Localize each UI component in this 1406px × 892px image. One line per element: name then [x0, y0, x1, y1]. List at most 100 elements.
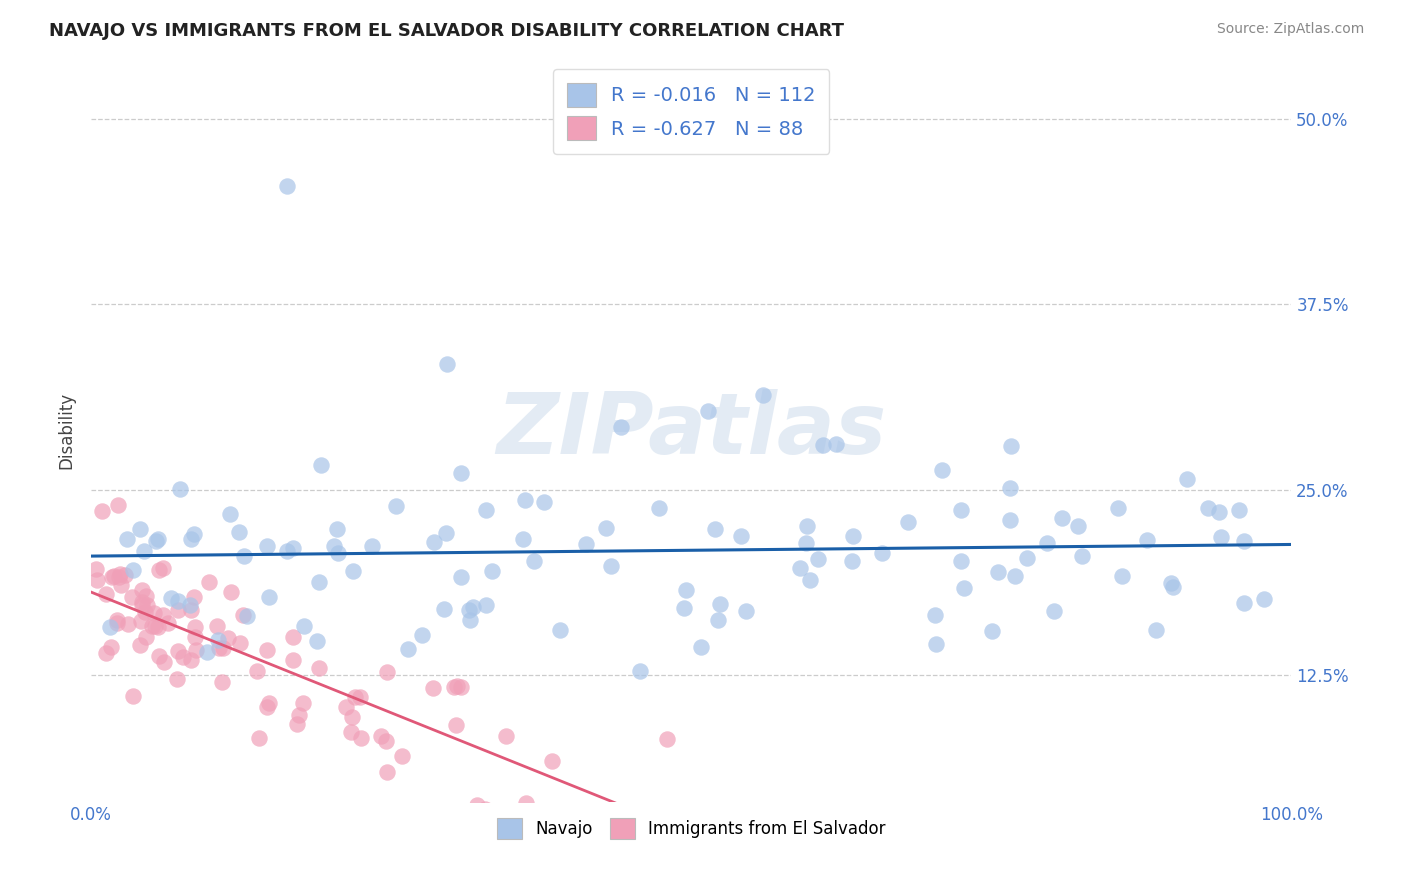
Point	[512, 532, 534, 546]
Point	[184, 620, 207, 634]
Point	[675, 583, 697, 598]
Point	[1000, 481, 1022, 495]
Point	[153, 655, 176, 669]
Point	[221, 584, 243, 599]
Y-axis label: Disability: Disability	[58, 392, 75, 469]
Point	[84, 562, 107, 576]
Point	[690, 640, 713, 654]
Point	[411, 628, 433, 642]
Point	[1035, 536, 1057, 550]
Point	[285, 716, 308, 731]
Point	[183, 590, 205, 604]
Point	[135, 589, 157, 603]
Point	[465, 797, 488, 812]
Point	[148, 648, 170, 663]
Point	[1227, 502, 1250, 516]
Point	[1253, 592, 1275, 607]
Point	[796, 536, 818, 550]
Point	[281, 630, 304, 644]
Point	[167, 594, 190, 608]
Point	[1004, 569, 1026, 583]
Point	[107, 498, 129, 512]
Point	[207, 632, 229, 647]
Text: Source: ZipAtlas.com: Source: ZipAtlas.com	[1216, 22, 1364, 37]
Point	[131, 595, 153, 609]
Point	[246, 664, 269, 678]
Point	[841, 554, 863, 568]
Point	[122, 563, 145, 577]
Point	[117, 532, 139, 546]
Point	[575, 537, 598, 551]
Point	[96, 587, 118, 601]
Point	[450, 467, 472, 481]
Point	[703, 522, 725, 536]
Point	[281, 541, 304, 555]
Point	[374, 733, 396, 747]
Point	[1177, 472, 1199, 486]
Point	[1107, 500, 1129, 515]
Point	[628, 664, 651, 678]
Point	[458, 602, 481, 616]
Point	[141, 619, 163, 633]
Point	[980, 624, 1002, 638]
Point	[143, 619, 166, 633]
Point	[100, 640, 122, 655]
Point	[949, 503, 972, 517]
Point	[98, 620, 121, 634]
Point	[184, 630, 207, 644]
Point	[135, 631, 157, 645]
Point	[94, 646, 117, 660]
Point	[105, 616, 128, 631]
Point	[422, 534, 444, 549]
Point	[925, 637, 948, 651]
Point	[842, 529, 865, 543]
Point	[228, 525, 250, 540]
Point	[1015, 551, 1038, 566]
Point	[370, 729, 392, 743]
Point	[1052, 510, 1074, 524]
Point	[180, 603, 202, 617]
Point	[361, 540, 384, 554]
Point	[375, 764, 398, 779]
Point	[1067, 518, 1090, 533]
Point	[474, 598, 496, 612]
Point	[86, 573, 108, 587]
Point	[180, 533, 202, 547]
Point	[292, 696, 315, 710]
Point	[219, 508, 242, 522]
Point	[90, 504, 112, 518]
Point	[735, 604, 758, 618]
Point	[1136, 533, 1159, 548]
Point	[103, 569, 125, 583]
Point	[657, 732, 679, 747]
Point	[142, 607, 165, 621]
Point	[166, 644, 188, 658]
Point	[450, 570, 472, 584]
Point	[232, 549, 254, 563]
Point	[446, 679, 468, 693]
Point	[247, 731, 270, 745]
Point	[131, 598, 153, 612]
Point	[1197, 501, 1219, 516]
Point	[515, 796, 537, 810]
Point	[396, 641, 419, 656]
Point	[148, 563, 170, 577]
Point	[235, 608, 257, 623]
Point	[1161, 580, 1184, 594]
Point	[375, 665, 398, 679]
Point	[385, 499, 408, 513]
Point	[789, 561, 811, 575]
Point	[117, 616, 139, 631]
Point	[167, 603, 190, 617]
Point	[1111, 569, 1133, 583]
Point	[180, 652, 202, 666]
Point	[128, 638, 150, 652]
Point	[169, 482, 191, 496]
Point	[600, 559, 623, 574]
Text: ZIPatlas: ZIPatlas	[496, 389, 886, 472]
Point	[326, 546, 349, 560]
Point	[1160, 576, 1182, 591]
Point	[349, 690, 371, 704]
Point	[136, 598, 159, 612]
Point	[184, 643, 207, 657]
